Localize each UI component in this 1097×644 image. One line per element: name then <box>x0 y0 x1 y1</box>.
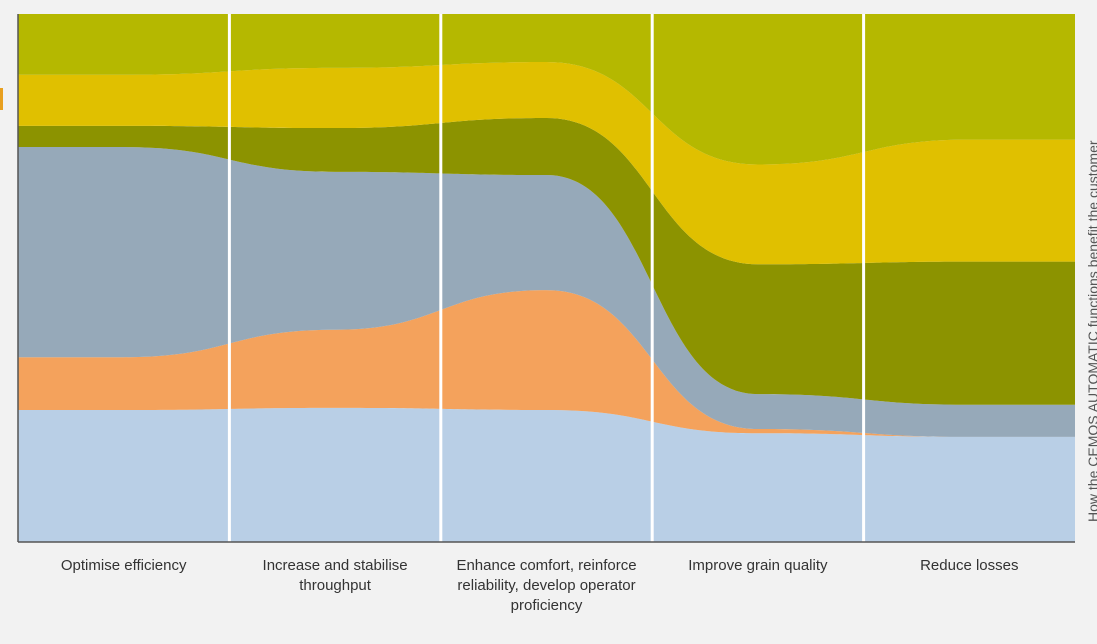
area-layer <box>18 290 1075 437</box>
area-layer <box>18 118 1075 405</box>
x-tick-label: Improve grain quality <box>688 557 828 574</box>
area-layer <box>18 147 1075 437</box>
edge-marker <box>0 88 3 110</box>
side-title: How the CEMOS AUTOMATIC functions benefi… <box>1085 140 1097 522</box>
x-tick-label: Optimise efficiency <box>60 557 187 574</box>
x-tick-label: Increase and stabilise throughput <box>262 557 408 594</box>
area-layer <box>18 62 1075 265</box>
area-layer <box>18 407 1075 542</box>
x-tick-label: Enhance comfort, reinforce reliability, … <box>456 557 637 614</box>
x-tick-label: Reduce losses <box>920 557 1019 574</box>
area-layer <box>18 14 1075 165</box>
